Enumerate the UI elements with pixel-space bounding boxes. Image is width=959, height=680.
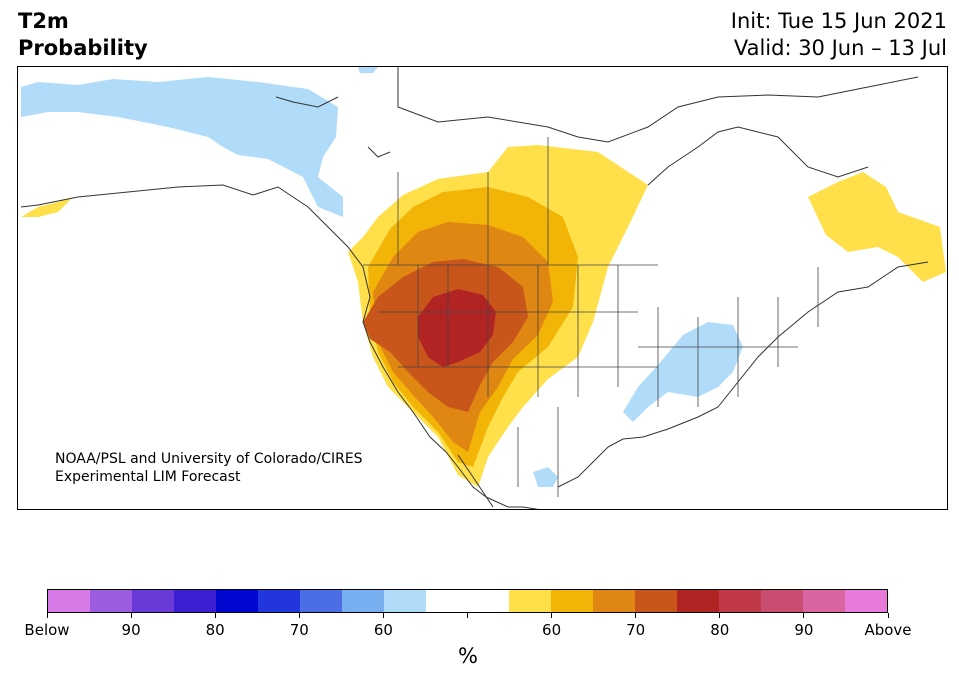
credit-line-2: Experimental LIM Forecast [55,469,241,485]
colorbar-segment [635,590,678,612]
colorbar-tick-label: 70 [289,621,309,639]
colorbar-segment [845,590,888,612]
colorbar-segment [719,590,762,612]
colorbar-units: % [458,644,478,668]
colorbar-tick-label: 60 [542,621,562,639]
init-date: Init: Tue 15 Jun 2021 [730,9,947,33]
above-60-east-canada [808,172,946,282]
credit-line-1: NOAA/PSL and University of Colorado/CIRE… [55,451,363,467]
colorbar-segment [551,590,594,612]
colorbar-tick [887,613,889,618]
colorbar-tick [382,613,384,618]
colorbar-tick [298,613,300,618]
colorbar-tick-label: Above [864,621,912,639]
colorbar-segment [257,590,300,612]
colorbar-segment [383,590,426,612]
colorbar-tick-label: 80 [205,621,225,639]
forecast-dates: Init: Tue 15 Jun 2021 Valid: 30 Jun – 13… [731,8,947,62]
coastline-lines [20,67,929,509]
above-80-region [418,289,496,367]
colorbar-tick [635,613,637,618]
colorbar-segment [173,590,216,612]
below-60-southeast-us [623,322,743,422]
map-title: T2m Probability [18,8,148,62]
colorbar-tick-label: Below [24,621,70,639]
colorbar-segment [425,590,468,612]
colorbar-segment [761,590,804,612]
forecast-map: NOAA/PSL and University of Colorado/CIRE… [17,66,948,510]
north-america-map [20,67,946,509]
colorbar-segment [131,590,174,612]
colorbar-tick [467,613,468,618]
colorbar-segment [215,590,258,612]
colorbar-tick [551,613,553,618]
colorbar-tick [130,613,132,618]
colorbar-segment [299,590,342,612]
colorbar-tick-label: 70 [626,621,646,639]
colorbar-segment [803,590,846,612]
colorbar-tick-label: 60 [373,621,393,639]
colorbar-tick-label: 90 [794,621,814,639]
forecast-credit: NOAA/PSL and University of Colorado/CIRE… [55,450,363,486]
title-line-2: Probability [18,36,148,60]
below-60-mexico [533,467,558,487]
title-line-1: T2m [18,9,69,33]
colorbar-tick [46,613,48,618]
colorbar-segment [677,590,720,612]
state-borders [363,137,819,497]
probability-colorbar [47,589,888,613]
colorbar-segment [467,590,510,612]
colorbar-tick [803,613,805,618]
above-60-alaska-coast [21,197,73,217]
colorbar-segment [509,590,552,612]
colorbar-tick [214,613,216,618]
colorbar-tick-label: 80 [710,621,730,639]
below-60-alaska [21,77,343,217]
colorbar-segment [593,590,636,612]
colorbar-segment [89,590,132,612]
colorbar-segment [341,590,384,612]
colorbar-tick-label: 90 [121,621,141,639]
colorbar-tick [719,613,721,618]
below-60-arctic [358,67,378,73]
colorbar-segment [48,590,90,612]
valid-range: Valid: 30 Jun – 13 Jul [733,36,947,60]
